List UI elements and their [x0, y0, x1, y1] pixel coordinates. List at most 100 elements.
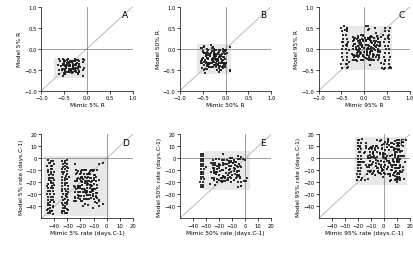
Point [73, 70, 79, 74]
Point [357, 59, 364, 63]
Point [83, 186, 90, 190]
Point [364, 44, 371, 49]
Point [226, 167, 233, 171]
Point [65, 167, 71, 171]
Point [214, 53, 221, 57]
Point [207, 44, 214, 48]
Point [381, 152, 388, 156]
Point [82, 179, 88, 183]
Point [198, 62, 205, 66]
Point [354, 148, 361, 152]
Point [394, 159, 401, 163]
Point [64, 71, 70, 75]
Point [211, 170, 217, 174]
Point [392, 180, 399, 184]
Point [199, 185, 206, 189]
Point [219, 176, 226, 180]
Point [83, 193, 90, 197]
Point [370, 37, 377, 41]
Point [89, 189, 96, 194]
Point [61, 198, 68, 202]
Point [372, 32, 378, 36]
Point [356, 169, 363, 173]
Point [356, 43, 362, 47]
Point [210, 158, 216, 162]
Point [218, 59, 225, 63]
Point [59, 179, 65, 183]
Point [92, 194, 99, 198]
Point [223, 162, 229, 166]
Point [391, 167, 398, 171]
Point [47, 195, 54, 199]
Point [376, 42, 383, 46]
Point [349, 48, 356, 52]
Point [374, 45, 381, 49]
Point [80, 191, 86, 195]
Point [338, 30, 344, 34]
Point [212, 64, 219, 68]
Point [71, 179, 78, 183]
Point [209, 57, 216, 61]
Point [65, 65, 72, 69]
Point [221, 64, 228, 68]
Point [222, 49, 228, 53]
Point [50, 179, 57, 183]
Point [378, 153, 385, 157]
Point [71, 190, 78, 195]
Point [218, 181, 225, 185]
Point [234, 154, 240, 158]
Point [87, 172, 93, 177]
Point [386, 66, 392, 70]
Point [61, 165, 68, 169]
Point [214, 165, 220, 169]
Point [379, 157, 386, 161]
Point [376, 61, 383, 66]
Point [219, 152, 226, 156]
Point [214, 51, 221, 55]
Point [215, 67, 221, 71]
Point [68, 69, 74, 73]
Point [362, 57, 369, 61]
Point [83, 197, 90, 201]
Point [233, 164, 240, 168]
Point [361, 36, 367, 40]
Point [45, 173, 52, 178]
Point [56, 69, 62, 73]
Point [214, 62, 221, 67]
Point [46, 189, 53, 193]
Point [343, 63, 350, 67]
Point [371, 42, 378, 46]
Point [81, 187, 87, 191]
Point [393, 139, 400, 143]
Point [354, 142, 360, 146]
Point [392, 148, 399, 152]
Point [64, 190, 71, 195]
Point [56, 72, 62, 76]
Point [215, 173, 221, 177]
Point [60, 61, 67, 65]
Point [213, 177, 219, 181]
Point [93, 183, 100, 187]
Point [71, 199, 77, 203]
Point [338, 52, 345, 56]
Point [76, 177, 83, 181]
Point [84, 193, 91, 197]
Point [232, 160, 238, 164]
Point [59, 203, 66, 207]
Point [75, 60, 82, 64]
Point [84, 190, 90, 194]
Point [215, 49, 222, 53]
Point [85, 197, 92, 201]
Point [75, 71, 82, 75]
Point [235, 162, 242, 166]
Point [360, 151, 367, 155]
Point [390, 146, 396, 150]
Point [50, 192, 57, 196]
Point [93, 201, 100, 205]
Point [384, 37, 390, 41]
Point [367, 57, 373, 61]
Point [73, 199, 79, 203]
Point [209, 163, 216, 167]
Point [99, 202, 106, 206]
Point [390, 143, 396, 147]
